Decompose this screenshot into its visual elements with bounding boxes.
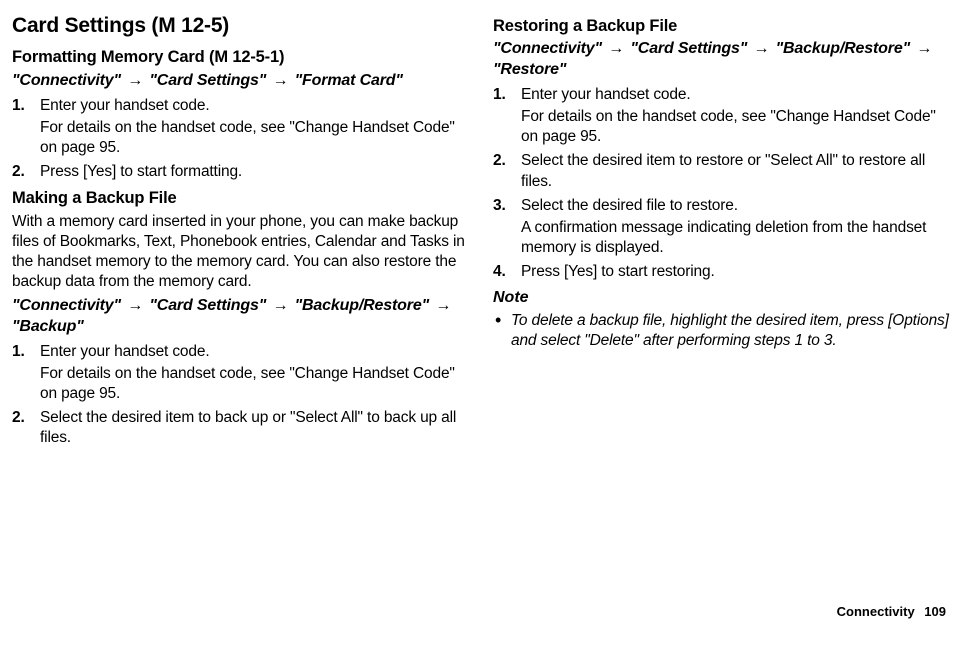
step-main: Enter your handset code. — [521, 86, 690, 103]
nav-path-segment: "Connectivity" — [12, 297, 121, 314]
step-main: Select the desired file to restore. — [521, 197, 738, 214]
right-column: Restoring a Backup File "Connectivity" →… — [493, 12, 950, 454]
arrow-icon: → — [266, 72, 294, 89]
note-label: Note — [493, 288, 950, 309]
arrow-icon: → — [747, 40, 775, 57]
note-list: To delete a backup file, highlight the d… — [493, 311, 950, 351]
nav-path-segment: "Card Settings" — [149, 297, 266, 314]
footer-page-number: 109 — [924, 604, 946, 619]
step-item: Press [Yes] to start restoring. — [493, 262, 950, 282]
step-main: Select the desired item to back up or "S… — [40, 409, 456, 446]
note-item: To delete a backup file, highlight the d… — [493, 311, 950, 351]
step-sub: For details on the handset code, see "Ch… — [521, 107, 950, 147]
backup-heading: Making a Backup File — [12, 188, 469, 209]
footer-section: Connectivity — [837, 604, 915, 619]
backup-nav-path: "Connectivity" → "Card Settings" → "Back… — [12, 296, 469, 338]
step-sub: For details on the handset code, see "Ch… — [40, 118, 469, 158]
step-main: Enter your handset code. — [40, 343, 209, 360]
step-item: Enter your handset code. For details on t… — [12, 342, 469, 404]
nav-path-segment: "Backup/Restore" — [295, 297, 429, 314]
nav-path-segment: "Connectivity" — [493, 40, 602, 57]
arrow-icon: → — [429, 297, 453, 314]
page-footer: Connectivity 109 — [12, 604, 950, 631]
title-text: Card Settings — [12, 14, 146, 37]
formatting-nav-path: "Connectivity" → "Card Settings" → "Form… — [12, 71, 469, 92]
formatting-menu-code: (M 12-5-1) — [209, 48, 284, 66]
backup-steps: Enter your handset code. For details on t… — [12, 342, 469, 449]
left-column: Card Settings (M 12-5) Formatting Memory… — [12, 12, 469, 454]
step-item: Enter your handset code. For details on t… — [493, 85, 950, 147]
arrow-icon: → — [602, 40, 630, 57]
nav-path-segment: "Backup" — [12, 318, 84, 335]
arrow-icon: → — [910, 40, 934, 57]
step-sub: For details on the handset code, see "Ch… — [40, 364, 469, 404]
step-main: Select the desired item to restore or "S… — [521, 152, 925, 189]
restore-steps: Enter your handset code. For details on t… — [493, 85, 950, 282]
step-item: Select the desired item to restore or "S… — [493, 151, 950, 191]
step-item: Select the desired file to restore. A con… — [493, 196, 950, 258]
arrow-icon: → — [266, 297, 294, 314]
formatting-heading: Formatting Memory Card (M 12-5-1) — [12, 47, 469, 68]
nav-path-segment: "Connectivity" — [12, 72, 121, 89]
step-item: Select the desired item to back up or "S… — [12, 408, 469, 448]
page-title: Card Settings (M 12-5) — [12, 12, 469, 39]
nav-path-segment: "Backup/Restore" — [776, 40, 910, 57]
nav-path-segment: "Card Settings" — [630, 40, 747, 57]
step-main: Press [Yes] to start formatting. — [40, 163, 242, 180]
nav-path-segment: "Card Settings" — [149, 72, 266, 89]
nav-path-segment: "Restore" — [493, 61, 566, 78]
step-main: Press [Yes] to start restoring. — [521, 263, 715, 280]
nav-path-segment: "Format Card" — [295, 72, 403, 89]
formatting-steps: Enter your handset code. For details on t… — [12, 96, 469, 183]
two-column-layout: Card Settings (M 12-5) Formatting Memory… — [12, 12, 950, 454]
restore-nav-path: "Connectivity" → "Card Settings" → "Back… — [493, 39, 950, 81]
backup-intro: With a memory card inserted in your phon… — [12, 212, 469, 293]
step-item: Press [Yes] to start formatting. — [12, 162, 469, 182]
step-main: Enter your handset code. — [40, 97, 209, 114]
step-item: Enter your handset code. For details on t… — [12, 96, 469, 158]
arrow-icon: → — [121, 72, 149, 89]
restore-heading: Restoring a Backup File — [493, 16, 950, 37]
arrow-icon: → — [121, 297, 149, 314]
step-sub: A confirmation message indicating deleti… — [521, 218, 950, 258]
title-menu-code: (M 12-5) — [151, 14, 229, 37]
formatting-heading-text: Formatting Memory Card — [12, 48, 205, 66]
